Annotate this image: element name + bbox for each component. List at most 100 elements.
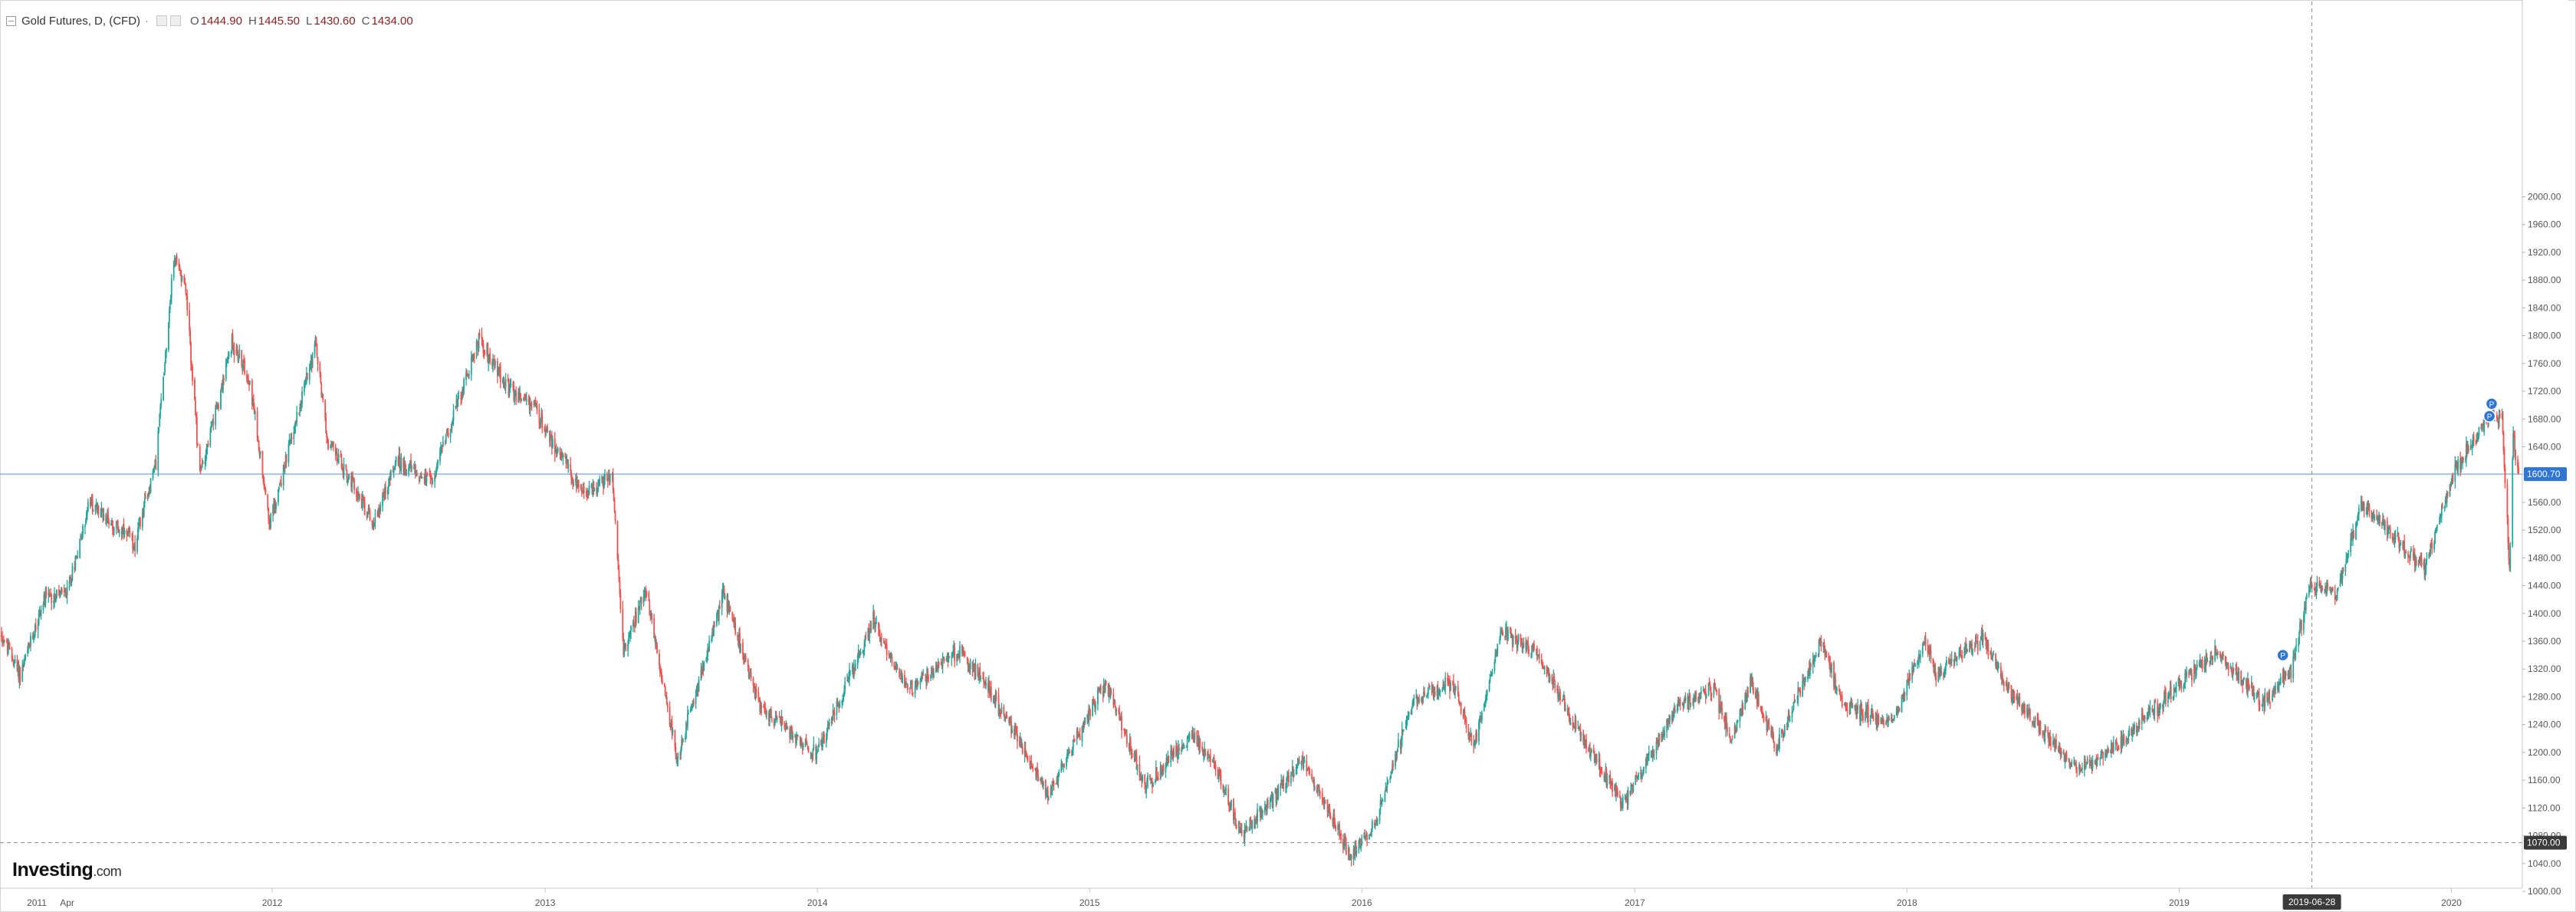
- candle-body: [278, 483, 281, 486]
- candle-body: [212, 421, 215, 426]
- candle-body: [577, 480, 578, 489]
- candle-body: [2042, 731, 2045, 733]
- candle-body: [2420, 557, 2423, 566]
- candle-body: [2466, 446, 2469, 453]
- candle-body: [1710, 686, 1712, 694]
- candle-body: [1459, 703, 1461, 704]
- candle-body: [1089, 708, 1091, 713]
- candle-body: [1703, 690, 1705, 693]
- candle-body: [592, 482, 594, 496]
- candle-body: [1760, 709, 1763, 712]
- candle-body: [1626, 797, 1628, 804]
- candle-body: [2183, 686, 2185, 689]
- candle-body: [2319, 584, 2321, 587]
- candle-body: [2160, 705, 2161, 706]
- settings-toggle-icon[interactable]: [156, 15, 168, 26]
- candle-body: [2441, 505, 2443, 509]
- candle-body: [1856, 708, 1858, 715]
- candle-body: [1266, 801, 1268, 812]
- candle-body: [1652, 749, 1654, 756]
- candle-body: [534, 401, 536, 403]
- candle-body: [2062, 750, 2065, 754]
- candle-body: [577, 480, 579, 485]
- symbol-menu-icon[interactable]: ·: [145, 14, 150, 28]
- candle-body: [350, 476, 353, 488]
- symbol-title[interactable]: Gold Futures, D, (CFD): [21, 14, 141, 28]
- candle-body: [639, 601, 641, 610]
- candle-body: [1547, 670, 1549, 673]
- candle-body: [472, 354, 474, 362]
- candle-body: [1750, 677, 1751, 693]
- candle-body: [1272, 794, 1274, 808]
- candle-body: [418, 476, 420, 479]
- candle-body: [1754, 692, 1756, 698]
- candle-body: [167, 322, 169, 351]
- candle-body: [2496, 414, 2498, 419]
- candle-body: [1953, 654, 1956, 663]
- candle-body: [2164, 691, 2166, 693]
- candle-body: [1505, 627, 1506, 637]
- candle-body: [2095, 760, 2098, 765]
- candle-body: [1109, 686, 1111, 697]
- candle-body: [1010, 719, 1012, 721]
- candle-body: [928, 677, 930, 679]
- candle-body: [1891, 719, 1894, 721]
- candle-body: [535, 406, 537, 407]
- candle-body: [1141, 776, 1143, 782]
- candle-body: [968, 665, 970, 669]
- candle-body: [1056, 779, 1058, 783]
- candle-body: [2423, 561, 2425, 567]
- candle-body: [2478, 427, 2480, 436]
- candle-body: [953, 647, 955, 652]
- candle-body: [2116, 744, 2118, 750]
- candle-body: [1081, 726, 1083, 742]
- candle-body: [1829, 662, 1832, 671]
- visibility-toggle-icon[interactable]: [170, 15, 182, 26]
- candle-body: [371, 520, 373, 526]
- candle-body: [284, 468, 286, 469]
- candle-body: [1940, 670, 1942, 674]
- candle-body: [325, 417, 327, 433]
- collapse-legend-icon[interactable]: [6, 15, 16, 26]
- candle-body: [732, 618, 734, 621]
- candle-body: [967, 658, 969, 668]
- candle-body: [1791, 711, 1793, 718]
- price-tick-label: 1120.00: [2528, 802, 2561, 813]
- candle-body: [1083, 721, 1085, 730]
- candle-body: [1250, 823, 1253, 828]
- candle-body: [363, 500, 365, 504]
- candle-body: [13, 663, 15, 667]
- candle-body: [1964, 642, 1967, 649]
- candle-body: [932, 668, 933, 670]
- candle-body: [1004, 715, 1006, 722]
- candle-body: [1225, 789, 1227, 791]
- candle-body: [461, 397, 463, 400]
- candle-body: [12, 657, 14, 660]
- candle-body: [587, 491, 590, 496]
- candle-body: [310, 360, 312, 367]
- candle-body: [1677, 700, 1680, 705]
- time-tick-label: 2013: [535, 897, 556, 908]
- candle-body: [1397, 749, 1398, 752]
- candle-body: [244, 361, 246, 374]
- candle-body: [2269, 691, 2271, 702]
- candle-body: [2334, 591, 2336, 600]
- candle-body: [2057, 749, 2059, 751]
- candle-body: [74, 567, 76, 570]
- candle-body: [1676, 703, 1678, 713]
- candle-body: [1906, 680, 1908, 696]
- candle-body: [295, 420, 297, 422]
- candle-body: [1674, 709, 1676, 713]
- candle-body: [472, 357, 475, 361]
- candle-body: [76, 556, 78, 558]
- candle-body: [283, 464, 285, 471]
- candle-body: [3, 641, 5, 643]
- price-tick-label: 1240.00: [2528, 719, 2561, 730]
- candle-body: [319, 363, 321, 374]
- candle-body: [1291, 766, 1293, 775]
- candle-body: [1531, 646, 1533, 654]
- candle-body: [675, 747, 677, 755]
- candle-body: [1286, 782, 1287, 788]
- candle-body: [653, 618, 656, 638]
